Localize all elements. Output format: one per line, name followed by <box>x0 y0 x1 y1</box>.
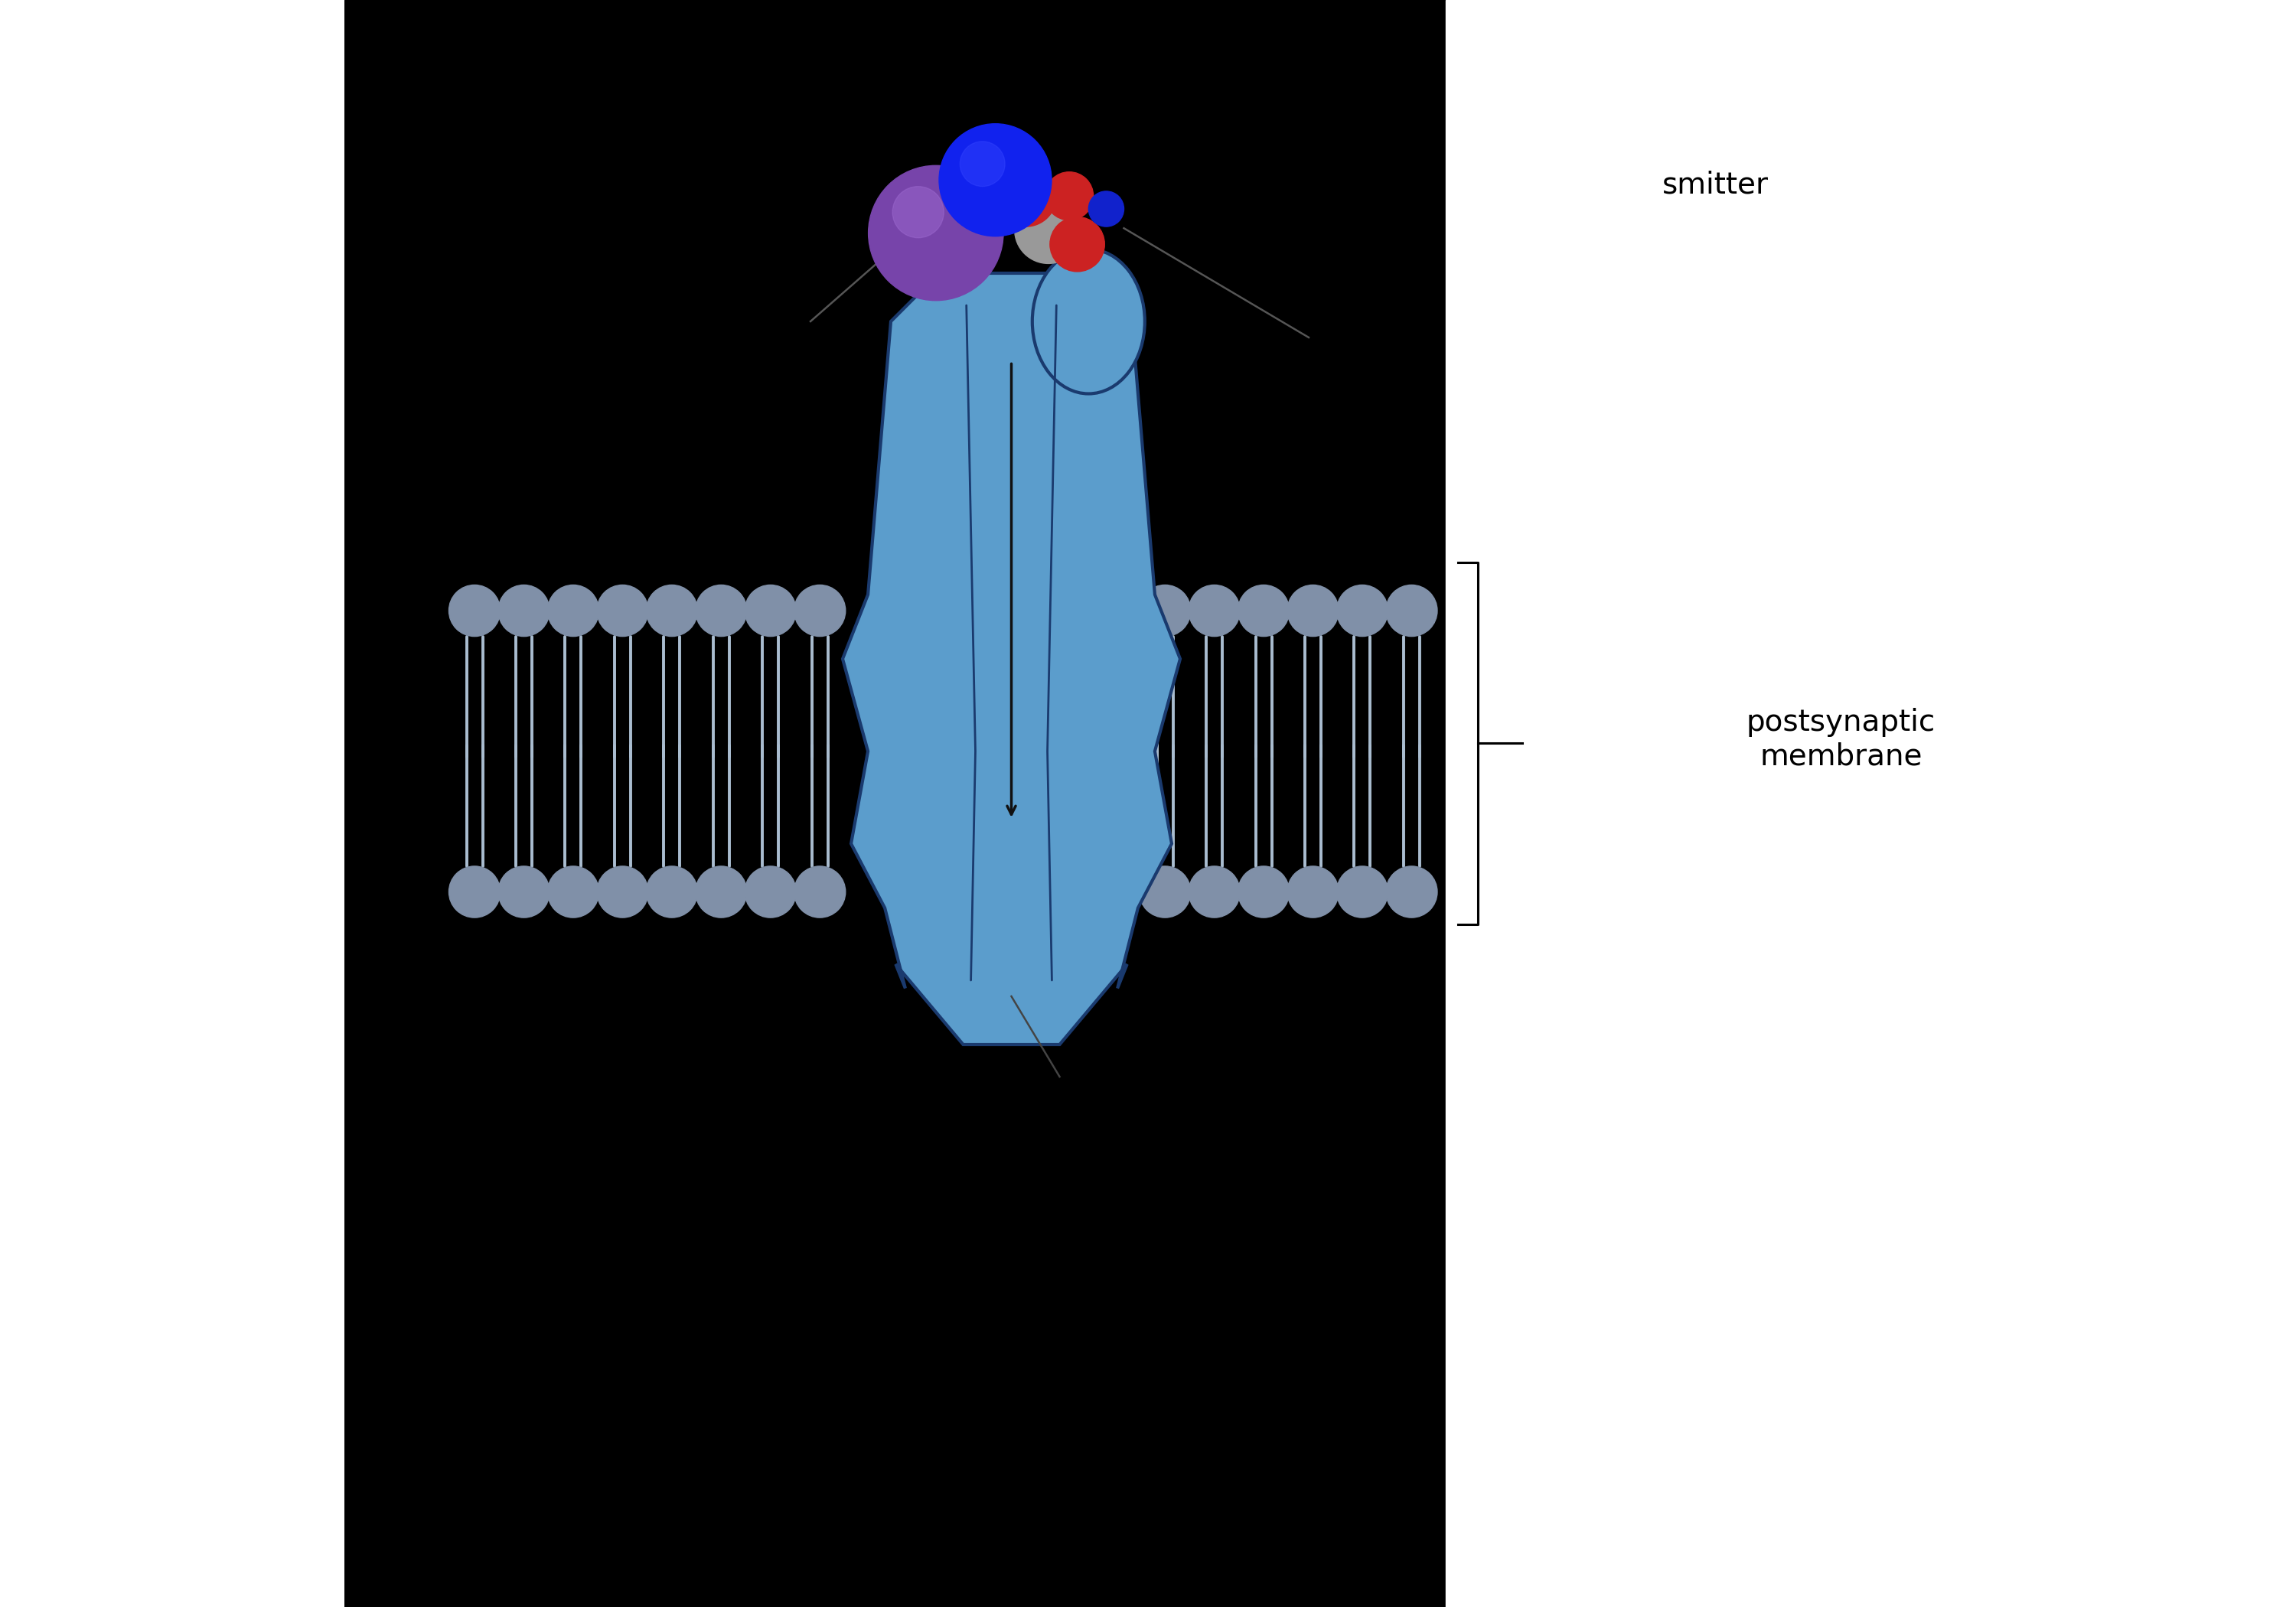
Circle shape <box>939 124 1052 236</box>
Circle shape <box>696 866 746 918</box>
Circle shape <box>450 585 501 636</box>
Circle shape <box>645 585 698 636</box>
Circle shape <box>1189 585 1240 636</box>
Circle shape <box>893 186 944 238</box>
Circle shape <box>597 866 647 918</box>
Circle shape <box>794 866 845 918</box>
Circle shape <box>744 585 797 636</box>
Text: postsynaptic
membrane: postsynaptic membrane <box>1747 707 1936 771</box>
Circle shape <box>1045 172 1093 220</box>
Circle shape <box>1288 866 1339 918</box>
Circle shape <box>1139 585 1192 636</box>
Circle shape <box>498 866 549 918</box>
Circle shape <box>696 585 746 636</box>
Circle shape <box>1238 866 1290 918</box>
Circle shape <box>960 141 1006 186</box>
Bar <box>344 0 1446 1607</box>
Circle shape <box>1189 866 1240 918</box>
Circle shape <box>1049 217 1104 272</box>
Text: Created by Alexa Crookston with BioRender.com CC-B: Created by Alexa Crookston with BioRende… <box>404 646 413 961</box>
Circle shape <box>546 866 599 918</box>
Circle shape <box>868 166 1003 301</box>
Polygon shape <box>843 273 1180 1045</box>
Circle shape <box>546 585 599 636</box>
Circle shape <box>996 166 1056 227</box>
Circle shape <box>645 866 698 918</box>
Circle shape <box>1288 585 1339 636</box>
Circle shape <box>1387 866 1437 918</box>
Text: smitter: smitter <box>1662 170 1768 199</box>
Ellipse shape <box>1033 249 1146 394</box>
Bar <box>1446 0 1952 1607</box>
Circle shape <box>1336 585 1389 636</box>
Circle shape <box>794 585 845 636</box>
Circle shape <box>1139 866 1192 918</box>
Circle shape <box>1387 585 1437 636</box>
Circle shape <box>744 866 797 918</box>
Circle shape <box>450 866 501 918</box>
Circle shape <box>498 585 549 636</box>
Circle shape <box>1088 191 1125 227</box>
Circle shape <box>1015 196 1081 264</box>
Circle shape <box>1336 866 1389 918</box>
Circle shape <box>1238 585 1290 636</box>
Circle shape <box>597 585 647 636</box>
